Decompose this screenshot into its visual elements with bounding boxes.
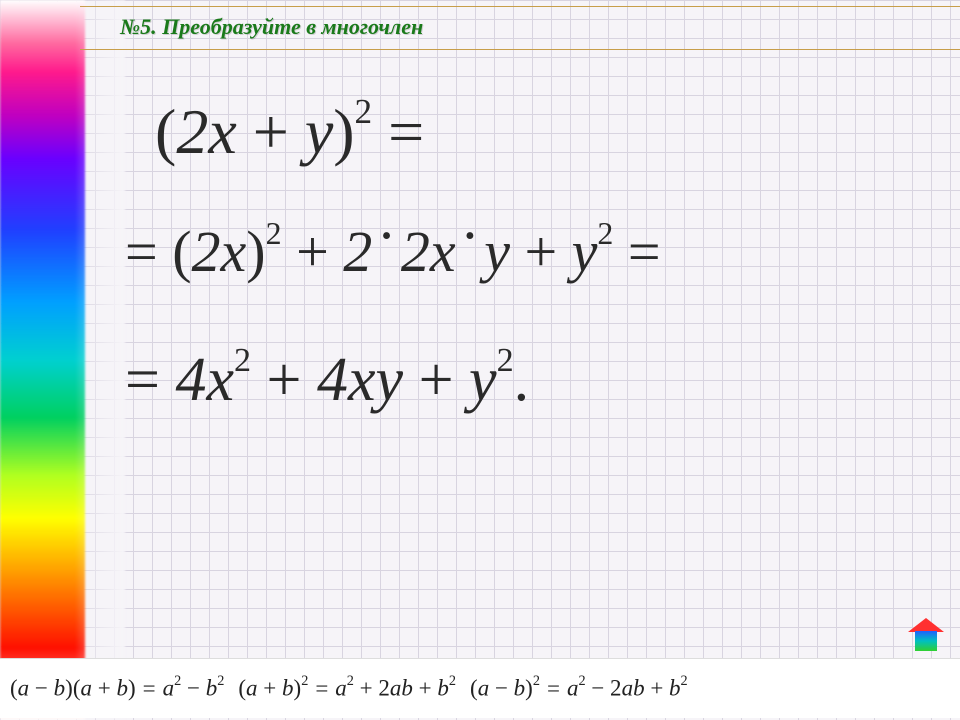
formula-diff-squares: (a − b)(a + b)=a2 − b2 [10, 675, 224, 702]
equation-line-3: = 4x2 + 4xy + y2. [125, 345, 529, 416]
rule-top [80, 6, 960, 7]
formula-sum-square: (a + b)2=a2 + 2ab + b2 [238, 675, 456, 702]
page-title: №5. Преобразуйте в многочлен [120, 14, 423, 40]
rule-bottom [80, 49, 960, 50]
formula-diff-square: (a − b)2=a2 − 2ab + b2 [470, 675, 688, 702]
equation-line-2: = (2x)2 + 2·2x·y + y2 = [125, 218, 661, 285]
rainbow-sidebar [0, 0, 85, 720]
equation-line-1: (2x + y)2 = [155, 95, 424, 169]
home-icon[interactable] [908, 618, 944, 654]
formula-footer: (a − b)(a + b)=a2 − b2 (a + b)2=a2 + 2ab… [0, 658, 960, 718]
